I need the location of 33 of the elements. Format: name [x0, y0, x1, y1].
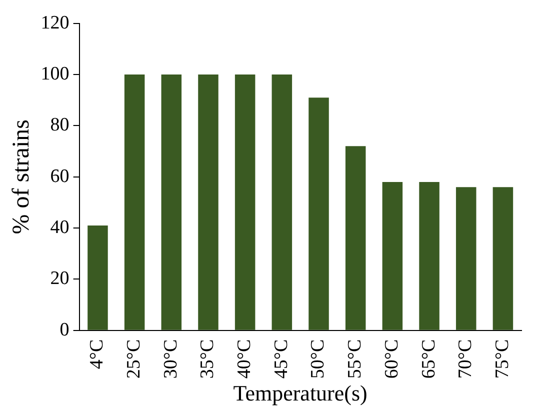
x-tick-label: 60°C: [381, 339, 402, 379]
bar: [161, 74, 182, 330]
x-tick-label: 45°C: [270, 339, 292, 379]
bar: [492, 187, 514, 330]
bar: [198, 74, 218, 330]
bar: [456, 187, 476, 330]
x-tick-label: 40°C: [234, 339, 256, 379]
y-axis-title: % of strains: [8, 120, 35, 234]
x-tick-label: 30°C: [160, 339, 182, 379]
bar: [234, 74, 256, 330]
bar: [419, 182, 440, 330]
x-tick-label: 35°C: [197, 339, 218, 379]
bar: [308, 98, 329, 330]
x-axis-title: Temperature(s): [233, 380, 368, 406]
x-tick-label: 55°C: [344, 339, 366, 379]
x-tick-label: 50°C: [308, 339, 329, 379]
bar: [345, 146, 366, 330]
x-tick-label: 25°C: [124, 339, 145, 379]
x-tick-label: 4°C: [86, 339, 108, 370]
y-tick-label: 40: [50, 217, 70, 238]
bar: [88, 225, 108, 330]
x-tick-label: 70°C: [455, 339, 476, 379]
y-tick-label: 0: [60, 319, 70, 340]
y-tick-label: 20: [50, 268, 70, 290]
bar: [382, 182, 403, 330]
y-tick-label: 120: [40, 12, 70, 34]
y-tick-label: 100: [40, 64, 70, 85]
x-tick-label: 75°C: [492, 339, 513, 379]
y-tick-label: 80: [50, 114, 70, 136]
x-tick-label: 65°C: [418, 339, 440, 379]
bar: [272, 74, 292, 330]
y-tick-label: 60: [50, 166, 70, 187]
bar: [124, 74, 145, 330]
